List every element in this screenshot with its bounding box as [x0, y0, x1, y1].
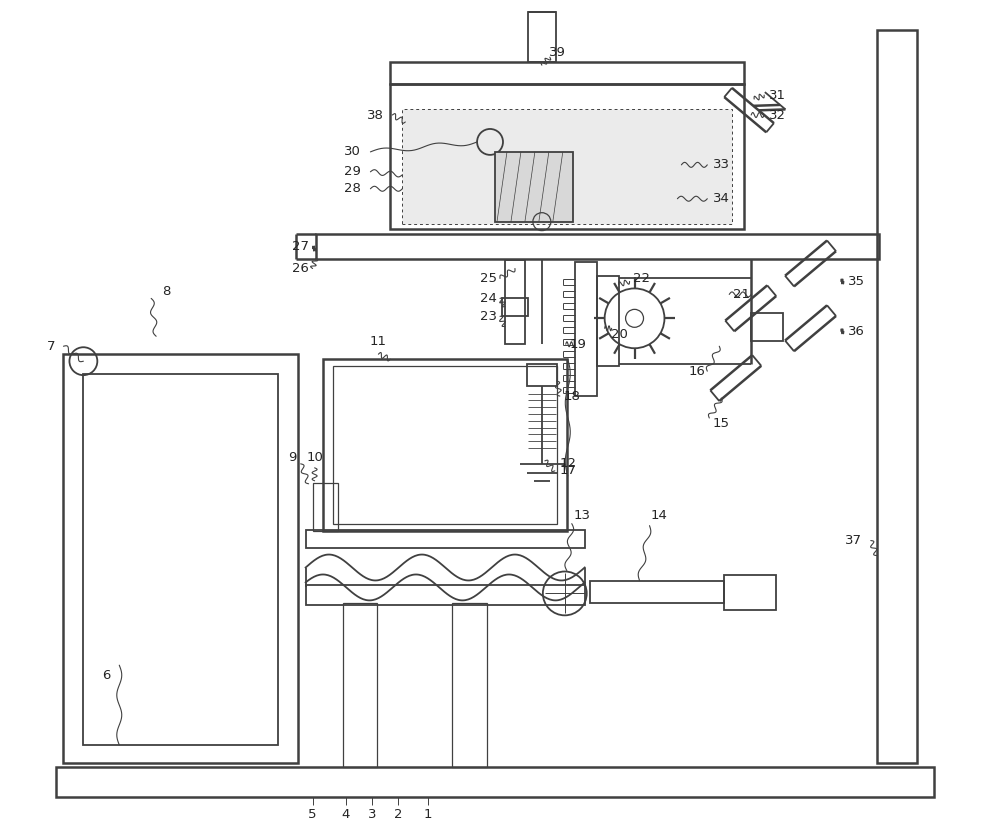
- Bar: [724, 575, 776, 610]
- Text: 26: 26: [292, 262, 309, 275]
- Bar: [390, 62, 744, 84]
- Bar: [751, 314, 783, 341]
- Text: 29: 29: [344, 166, 361, 178]
- Bar: [527, 364, 557, 386]
- Bar: [502, 298, 528, 316]
- Bar: [402, 109, 732, 224]
- Bar: [313, 482, 338, 531]
- Bar: [452, 604, 487, 767]
- Text: 19: 19: [569, 338, 586, 351]
- Text: 17: 17: [559, 464, 576, 477]
- Text: 24: 24: [480, 292, 496, 305]
- Bar: [306, 530, 585, 548]
- Text: 8: 8: [162, 285, 170, 298]
- Text: 2: 2: [394, 808, 403, 821]
- Text: 28: 28: [344, 182, 361, 196]
- Text: 34: 34: [713, 192, 730, 205]
- Bar: [590, 582, 724, 604]
- Text: 38: 38: [367, 109, 384, 121]
- Text: 30: 30: [344, 145, 361, 158]
- Text: 36: 36: [848, 325, 865, 338]
- Text: 20: 20: [611, 328, 628, 341]
- Bar: [306, 585, 585, 605]
- Text: 14: 14: [651, 509, 668, 522]
- Bar: [343, 604, 377, 767]
- Bar: [333, 366, 557, 523]
- Bar: [528, 13, 556, 62]
- Bar: [877, 30, 917, 763]
- Bar: [597, 277, 619, 366]
- Bar: [56, 767, 934, 797]
- Text: 21: 21: [733, 288, 750, 301]
- Text: 31: 31: [769, 89, 786, 102]
- Text: 13: 13: [573, 509, 590, 522]
- Text: 7: 7: [47, 339, 56, 353]
- Text: 15: 15: [713, 417, 730, 431]
- Bar: [505, 259, 525, 344]
- Text: 10: 10: [306, 451, 323, 464]
- Text: 4: 4: [341, 808, 350, 821]
- Text: 3: 3: [368, 808, 377, 821]
- Text: 23: 23: [480, 310, 497, 323]
- Bar: [63, 354, 298, 763]
- Text: 33: 33: [713, 158, 730, 171]
- Text: 32: 32: [769, 109, 786, 121]
- Text: 5: 5: [308, 808, 317, 821]
- Text: 12: 12: [559, 457, 576, 471]
- Text: 1: 1: [424, 808, 432, 821]
- Bar: [83, 375, 278, 745]
- Text: 25: 25: [480, 272, 497, 285]
- Text: 6: 6: [102, 669, 110, 681]
- Text: 22: 22: [633, 272, 650, 285]
- Bar: [390, 84, 744, 228]
- Text: 27: 27: [292, 240, 309, 253]
- Text: 16: 16: [689, 364, 706, 378]
- Text: 35: 35: [848, 275, 865, 288]
- Text: 11: 11: [370, 334, 387, 348]
- Bar: [316, 233, 879, 258]
- Text: 9: 9: [289, 451, 297, 464]
- Bar: [575, 262, 597, 396]
- Bar: [323, 359, 567, 531]
- Bar: [495, 152, 573, 222]
- Text: 39: 39: [549, 46, 566, 59]
- Text: 37: 37: [845, 534, 862, 547]
- Text: 18: 18: [563, 390, 580, 403]
